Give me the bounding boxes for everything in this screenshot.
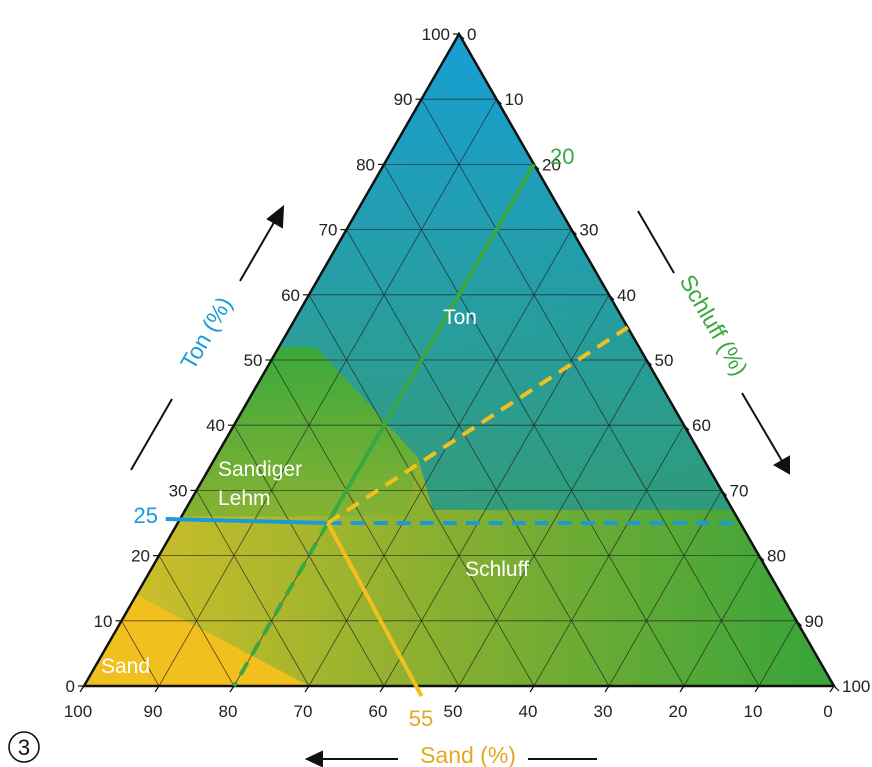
ton-arrow-head (266, 204, 285, 229)
sand-tick (679, 685, 685, 693)
gridline-sand-80 (158, 555, 235, 687)
figure-number-circle (8, 731, 40, 763)
sand-tick (379, 685, 385, 693)
schluff-axis-title: Schluff (%) (675, 270, 754, 380)
schluff-tick-label: 60 (692, 416, 711, 435)
region-label-sandiger-lehm-line1: Sandiger (218, 458, 302, 481)
sand-tick-label: 90 (144, 702, 163, 721)
schluff-value-label: 20 (550, 144, 574, 169)
ton-arrow-shaft (239, 218, 277, 282)
sand-tick (79, 685, 85, 693)
ton-tick-label: 20 (131, 547, 150, 566)
sand-tick-label: 70 (294, 702, 313, 721)
region-label-schluff: Schluff (465, 558, 529, 581)
gridline-schluff-30 (308, 229, 572, 687)
sand-tick (454, 685, 460, 693)
sand-tick-label: 60 (369, 702, 388, 721)
gridline-schluff-60 (533, 425, 685, 687)
gridline-sand-50 (271, 359, 460, 687)
sand-tick (529, 685, 535, 693)
schluff-tick (646, 359, 652, 366)
sand-region-fill (84, 594, 309, 686)
sand-tick-label: 50 (444, 702, 463, 721)
sand-axis-title: Sand (%) (420, 742, 516, 767)
schluff-tick (683, 424, 690, 431)
region-label-sandiger-lehm-line2: Lehm (218, 487, 271, 510)
schluff-tick (571, 229, 577, 236)
ton-tick-label: 60 (281, 286, 300, 305)
sand-tick-label: 20 (669, 702, 688, 721)
schluff-tick-label: 10 (505, 90, 524, 109)
gridline-sand-10 (421, 99, 760, 687)
schluff-tick (758, 555, 765, 562)
sand-tick (229, 685, 235, 693)
schluff-tick (833, 685, 840, 692)
sand-reading-line-extension (326, 325, 629, 525)
figure-number-label: 3 (18, 735, 30, 760)
sand-tick (304, 685, 310, 693)
example-reading-lines (165, 163, 741, 697)
schluff-tick (496, 98, 502, 105)
ton-tick-label: 100 (422, 25, 450, 44)
axis-direction-arrows (130, 204, 790, 767)
schluff-arrow-tail (637, 210, 675, 274)
sand-tick-label: 40 (519, 702, 538, 721)
sand-tick (829, 685, 835, 693)
sand-tick-label: 100 (64, 702, 92, 721)
sand-tick-label: 30 (594, 702, 613, 721)
ton-tick-label: 0 (66, 677, 75, 696)
schluff-tick-label: 0 (467, 25, 476, 44)
region-label-sand: Sand (101, 655, 150, 678)
schluff-tick-label: 20 (542, 155, 561, 174)
ton-region-fill (279, 34, 733, 510)
gridline-sand-60 (233, 425, 385, 687)
schluff-reading-line (326, 163, 536, 524)
schluff-arrow-head (772, 455, 790, 475)
gridline-schluff-80 (683, 555, 760, 687)
gridline-sand-90 (121, 620, 160, 687)
ton-axis-title: Ton (%) (175, 292, 237, 374)
schluff-tick-label: 40 (617, 286, 636, 305)
sand-tick-label: 80 (219, 702, 238, 721)
schluff-tick (458, 33, 465, 40)
gridline-sand-70 (196, 490, 310, 687)
schluff-reading-line-extension (232, 522, 330, 687)
ton-value-label: 25 (134, 503, 158, 528)
ton-tick-label: 10 (94, 612, 113, 631)
sand-tick (604, 685, 610, 693)
ton-tick-label: 30 (169, 481, 188, 500)
schluff-tick-label: 90 (805, 612, 824, 631)
schluff-tick-label: 30 (580, 221, 599, 240)
gridline-schluff-10 (158, 99, 497, 687)
sand-reading-line (325, 522, 424, 697)
schluff-tick-label: 70 (730, 481, 749, 500)
ton-tick-label: 80 (356, 155, 375, 174)
sand-tick (754, 685, 760, 693)
ton-tick-label: 50 (244, 351, 263, 370)
sand-tick (154, 685, 160, 693)
region-label-ton: Ton (443, 306, 477, 329)
gridline-sand-30 (346, 229, 610, 687)
sand-tick-label: 0 (823, 702, 832, 721)
sand-arrow-head (304, 750, 323, 767)
gridline-schluff-50 (458, 359, 647, 687)
ton-tick-label: 40 (206, 416, 225, 435)
ton-tick-label: 90 (394, 90, 413, 109)
ton-arrow-tail (130, 398, 173, 471)
schluff-tick (796, 620, 802, 627)
sandiger-lehm-region-fill (181, 347, 418, 517)
schluff-tick (721, 489, 727, 496)
schluff-arrow-shaft (741, 392, 783, 462)
schluff-tick-label: 50 (655, 351, 674, 370)
schluff-tick-label: 80 (767, 547, 786, 566)
schluff-tick-label: 100 (842, 677, 870, 696)
sand-value-label: 55 (409, 706, 433, 731)
gridline-schluff-90 (758, 620, 797, 687)
ton-tick-label: 70 (319, 221, 338, 240)
sand-tick-label: 10 (744, 702, 763, 721)
schluff-tick (608, 294, 615, 301)
ton-reading-line (165, 517, 328, 525)
